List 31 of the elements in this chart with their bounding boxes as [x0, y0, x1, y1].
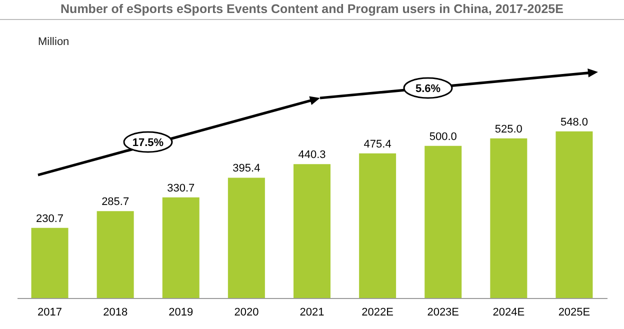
data-label: 525.0 — [494, 123, 522, 136]
data-label: 395.4 — [232, 162, 260, 175]
bar — [228, 178, 265, 298]
annotation: 17.5% — [132, 137, 164, 149]
text: Million — [38, 36, 70, 48]
chart-title: Number of eSports eSports Events Content and Program users in China, 2017-2025E — [0, 2, 624, 20]
data-label: 330.7 — [167, 182, 195, 194]
x-tick-label: 2021 — [300, 306, 324, 318]
data-label: 548.0 — [560, 116, 588, 128]
bar — [556, 131, 593, 298]
x-tick-label: 2023E — [427, 306, 460, 318]
bar — [294, 164, 330, 298]
text: 5.6% — [415, 83, 441, 95]
data-label: 230.7 — [36, 212, 64, 225]
x-tick-label: 2024E — [492, 306, 525, 318]
x-tick-label: 2017 — [38, 306, 62, 318]
bar — [490, 138, 528, 298]
bar — [359, 153, 396, 298]
x-tick-label: 2020 — [234, 306, 259, 318]
x-tick-label: 2019 — [168, 306, 194, 318]
bar — [31, 228, 68, 298]
x-tick-label: 2018 — [103, 306, 128, 318]
data-label: 285.7 — [102, 196, 130, 208]
bar — [96, 211, 134, 298]
x-tick-label: 2022E — [362, 306, 394, 318]
data-label: 440.3 — [298, 149, 326, 162]
data-label: 500.0 — [429, 130, 457, 143]
data-label: 475.4 — [364, 138, 392, 150]
bar — [424, 146, 462, 298]
bar — [162, 197, 200, 298]
x-tick-label: 2025E — [558, 306, 590, 318]
